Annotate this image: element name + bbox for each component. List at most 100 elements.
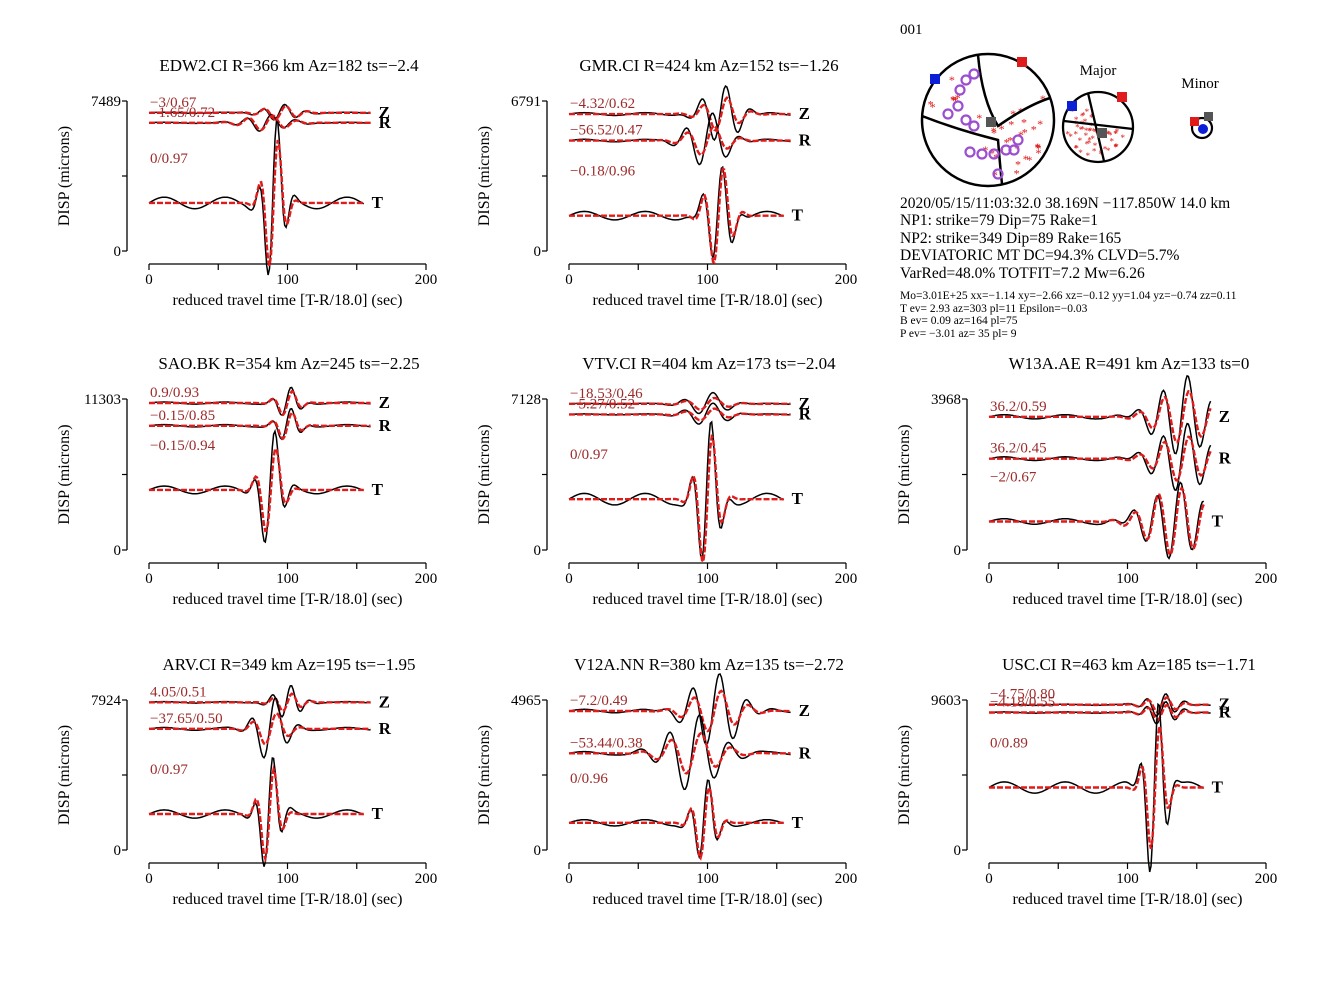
polarity-star: * xyxy=(992,168,998,182)
fit-label-r: 36.2/0.45 xyxy=(990,441,1047,457)
synthetic-trace-r xyxy=(149,114,371,132)
np2-line: NP2: strike=349 Dip=89 Rake=165 xyxy=(900,229,1122,247)
component-label-t: T xyxy=(792,206,804,225)
synthetic-trace-z xyxy=(569,96,791,132)
synthetic-trace-t xyxy=(569,784,784,861)
component-label-t: T xyxy=(372,193,384,212)
major-nodal-plane-1 xyxy=(1086,92,1106,162)
polarity-star: * xyxy=(1092,146,1097,156)
fit-label-r: −53.44/0.38 xyxy=(570,735,643,751)
y-tick-label-zero: 0 xyxy=(114,543,122,559)
x-tick-label: 200 xyxy=(415,272,438,288)
y-tick-label-max: 3968 xyxy=(931,392,961,408)
fit-label-r: −1.65/0.72 xyxy=(150,105,215,121)
x-tick-label: 100 xyxy=(696,871,719,887)
x-tick-label: 200 xyxy=(835,571,858,587)
polarity-star: * xyxy=(1085,107,1090,117)
polarity-star: * xyxy=(999,122,1005,136)
x-tick-label: 0 xyxy=(145,871,153,887)
polarity-star: * xyxy=(951,94,957,108)
component-label-t: T xyxy=(792,489,804,508)
minor-label: Minor xyxy=(1181,76,1219,92)
y-axis-label: DISP (microns) xyxy=(476,126,493,226)
polarity-star: * xyxy=(1022,125,1028,139)
component-label-z: Z xyxy=(379,692,390,711)
y-tick-label-max: 7489 xyxy=(91,94,121,110)
y-tick-label-max: 6791 xyxy=(511,94,541,110)
component-label-z: Z xyxy=(799,104,810,123)
y-tick-label-zero: 0 xyxy=(954,543,962,559)
component-label-r: R xyxy=(799,131,812,150)
fit-label-z: −4.75/0.80 xyxy=(990,687,1055,703)
component-label-z: Z xyxy=(1219,695,1230,714)
polarity-star: * xyxy=(1087,135,1092,145)
polarity-star: * xyxy=(1083,117,1088,127)
component-label-z: Z xyxy=(379,393,390,412)
fit-label-z: −18.53/0.46 xyxy=(570,386,643,402)
pev-line: P ev= −3.01 az= 35 pl= 9 xyxy=(900,327,1017,340)
fit-label-t: −2/0.67 xyxy=(990,469,1037,485)
x-tick-label: 0 xyxy=(145,272,153,288)
component-label-z: Z xyxy=(379,103,390,122)
x-tick-label: 200 xyxy=(835,871,858,887)
x-tick-label: 200 xyxy=(415,871,438,887)
polarity-star: * xyxy=(1093,127,1098,137)
polarity-star: * xyxy=(1015,157,1021,171)
polarity-star: * xyxy=(1068,132,1073,142)
component-label-t: T xyxy=(372,480,384,499)
polarity-star: * xyxy=(991,126,997,140)
polarity-star: * xyxy=(1084,131,1089,141)
x-axis-label: reduced travel time [T-R/18.0] (sec) xyxy=(593,292,823,309)
y-tick-label-zero: 0 xyxy=(534,843,542,859)
polarity-star: * xyxy=(1018,128,1024,142)
polarity-star: * xyxy=(1091,127,1096,137)
station-pick-marker xyxy=(942,108,954,120)
fit-label-z: −4.32/0.62 xyxy=(570,96,635,112)
synthetic-trace-z xyxy=(569,396,791,411)
polarity-star: * xyxy=(1106,146,1111,156)
observed-trace-z xyxy=(568,673,791,746)
polarity-star: * xyxy=(1087,139,1092,149)
component-label-t: T xyxy=(372,804,384,823)
synthetic-trace-t xyxy=(149,765,364,864)
station-pick-marker xyxy=(954,84,966,96)
observed-trace-t xyxy=(568,165,784,260)
np1-line: NP1: strike=79 Dip=75 Rake=1 xyxy=(900,212,1099,230)
minor-p-marker xyxy=(1198,124,1208,134)
y-axis-label: DISP (microns) xyxy=(56,725,73,825)
x-tick-label: 0 xyxy=(565,571,573,587)
observed-trace-t xyxy=(988,702,1205,873)
panel-title: EDW2.CI R=366 km Az=182 ts=−2.4 xyxy=(159,56,419,75)
fit-label-z: 0.9/0.93 xyxy=(150,385,199,401)
panel-title: V12A.NN R=380 km Az=135 ts=−2.72 xyxy=(574,655,844,674)
y-tick-label-zero: 0 xyxy=(114,843,122,859)
component-label-r: R xyxy=(799,743,812,762)
polarity-star: * xyxy=(1031,123,1037,137)
panel-title: VTV.CI R=404 km Az=173 ts=−2.04 xyxy=(582,354,836,373)
fit-label-t: 0/0.96 xyxy=(570,771,608,787)
station-pick-marker xyxy=(960,114,972,126)
synthetic-trace-r xyxy=(989,704,1211,722)
polarity-star: * xyxy=(1113,129,1118,139)
moment-tensor-block: Mo=3.01E+25 xx=−1.14 xy=−2.66 xz=−0.12 y… xyxy=(900,290,1236,340)
fit-label-z: −3/0.67 xyxy=(150,95,197,111)
polarity-star: * xyxy=(1004,135,1010,149)
synthetic-trace-t xyxy=(149,447,364,533)
observed-trace-t xyxy=(148,428,364,544)
polarity-star: * xyxy=(991,124,997,138)
polarity-star: * xyxy=(1103,144,1108,154)
synthetic-trace-t xyxy=(989,486,1205,557)
component-label-r: R xyxy=(379,113,392,132)
station-pick-marker xyxy=(968,68,980,80)
station-panel: VTV.CI R=404 km Az=173 ts=−2.04 7128 0 DISP… xyxy=(476,354,857,608)
x-tick-label: 0 xyxy=(985,571,993,587)
polarity-star: * xyxy=(1070,107,1075,117)
polarity-star: * xyxy=(989,146,995,160)
polarity-star: * xyxy=(1115,127,1120,137)
station-pick-marker xyxy=(964,146,976,158)
polarity-star: * xyxy=(1078,148,1083,158)
station-panel: EDW2.CI R=366 km Az=182 ts=−2.4 7489 0 DISP… xyxy=(56,56,437,309)
component-label-r: R xyxy=(1219,449,1232,468)
station-panel: W13A.AE R=491 km Az=133 ts=0 3968 0 DISP (m… xyxy=(896,354,1277,608)
